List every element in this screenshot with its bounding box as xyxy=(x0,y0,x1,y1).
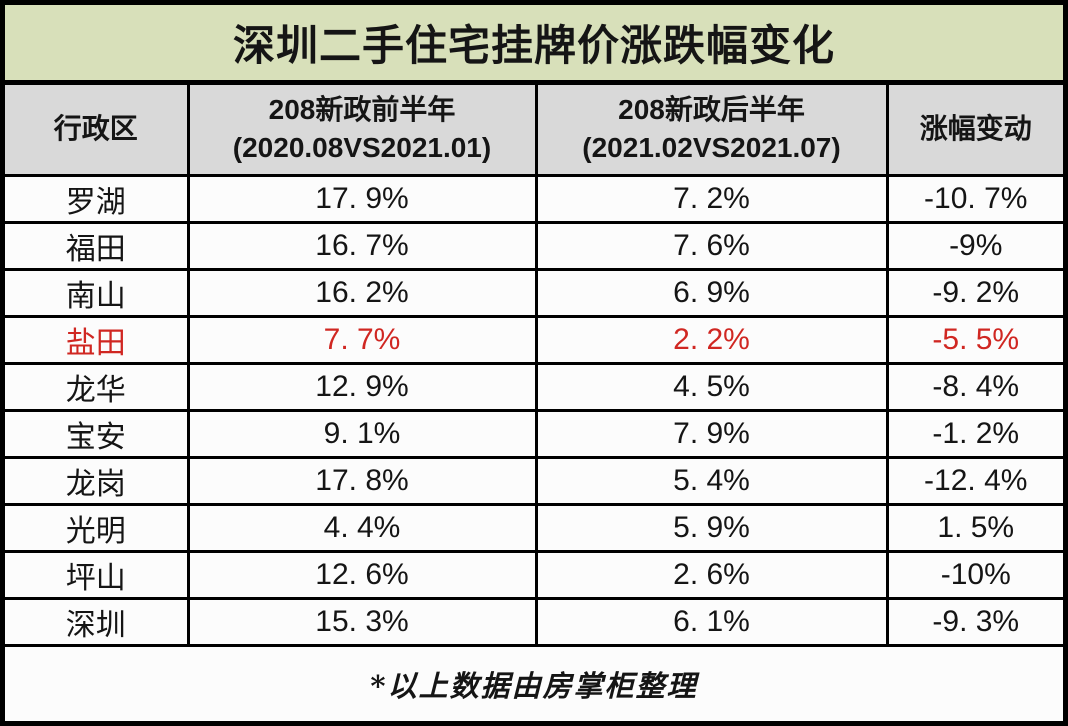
data-source-note: *以上数据由房掌柜整理 xyxy=(5,646,1063,721)
table-row-futian: 福田 16. 7% 7. 6% -9% xyxy=(5,220,1063,271)
before-cell: 17. 9% xyxy=(186,173,538,224)
after-cell: 6. 9% xyxy=(534,267,889,318)
col-header-before-line1: 208新政前半年 xyxy=(268,94,456,126)
before-cell: 15. 3% xyxy=(186,596,538,647)
district-cell: 光明 xyxy=(5,502,190,553)
after-cell: 2. 2% xyxy=(534,314,889,365)
col-header-before-policy: 208新政前半年 (2020.08VS2021.01) xyxy=(186,85,538,177)
change-cell: -10. 7% xyxy=(885,173,1063,224)
page-title: 深圳二手住宅挂牌价涨跌幅变化 xyxy=(5,5,1063,85)
district-cell: 深圳 xyxy=(5,596,190,647)
table-row-pingshan: 坪山 12. 6% 2. 6% -10% xyxy=(5,549,1063,600)
col-header-district: 行政区 xyxy=(5,85,190,177)
table-row-longhua: 龙华 12. 9% 4. 5% -8. 4% xyxy=(5,361,1063,412)
after-cell: 7. 6% xyxy=(534,220,889,271)
change-cell: -9% xyxy=(885,220,1063,271)
change-cell: -1. 2% xyxy=(885,408,1063,459)
col-header-before-line2: (2020.08VS2021.01) xyxy=(232,132,492,164)
price-change-table: 行政区 208新政前半年 (2020.08VS2021.01) 208新政后半年… xyxy=(5,85,1063,647)
change-cell: -9. 2% xyxy=(885,267,1063,318)
change-cell: -12. 4% xyxy=(885,455,1063,506)
before-cell: 17. 8% xyxy=(186,455,538,506)
change-cell: -8. 4% xyxy=(885,361,1063,412)
before-cell: 7. 7% xyxy=(186,314,538,365)
col-header-after-line1: 208新政后半年 xyxy=(618,94,805,126)
table-row-yantian-highlighted: 盐田 7. 7% 2. 2% -5. 5% xyxy=(5,314,1063,365)
table-row-luohu: 罗湖 17. 9% 7. 2% -10. 7% xyxy=(5,173,1063,224)
col-header-change: 涨幅变动 xyxy=(885,85,1063,177)
change-cell: -5. 5% xyxy=(885,314,1063,365)
table-row-nanshan: 南山 16. 2% 6. 9% -9. 2% xyxy=(5,267,1063,318)
district-cell: 罗湖 xyxy=(5,173,190,224)
change-cell: -9. 3% xyxy=(885,596,1063,647)
district-cell: 坪山 xyxy=(5,549,190,600)
before-cell: 16. 2% xyxy=(186,267,538,318)
after-cell: 5. 9% xyxy=(534,502,889,553)
table-row-guangming: 光明 4. 4% 5. 9% 1. 5% xyxy=(5,502,1063,553)
after-cell: 7. 2% xyxy=(534,173,889,224)
after-cell: 6. 1% xyxy=(534,596,889,647)
col-header-after-line2: (2021.02VS2021.07) xyxy=(582,132,841,164)
district-cell: 南山 xyxy=(5,267,190,318)
district-cell: 福田 xyxy=(5,220,190,271)
district-cell: 龙华 xyxy=(5,361,190,412)
district-cell: 盐田 xyxy=(5,314,190,365)
after-cell: 5. 4% xyxy=(534,455,889,506)
before-cell: 12. 9% xyxy=(186,361,538,412)
after-cell: 7. 9% xyxy=(534,408,889,459)
before-cell: 16. 7% xyxy=(186,220,538,271)
change-cell: -10% xyxy=(885,549,1063,600)
header-row: 行政区 208新政前半年 (2020.08VS2021.01) 208新政后半年… xyxy=(5,85,1063,177)
before-cell: 4. 4% xyxy=(186,502,538,553)
after-cell: 4. 5% xyxy=(534,361,889,412)
district-cell: 宝安 xyxy=(5,408,190,459)
table-row-shenzhen-total: 深圳 15. 3% 6. 1% -9. 3% xyxy=(5,596,1063,647)
before-cell: 12. 6% xyxy=(186,549,538,600)
change-cell: 1. 5% xyxy=(885,502,1063,553)
district-cell: 龙岗 xyxy=(5,455,190,506)
col-header-after-policy: 208新政后半年 (2021.02VS2021.07) xyxy=(534,85,889,177)
after-cell: 2. 6% xyxy=(534,549,889,600)
before-cell: 9. 1% xyxy=(186,408,538,459)
table-row-baoan: 宝安 9. 1% 7. 9% -1. 2% xyxy=(5,408,1063,459)
table-row-longgang: 龙岗 17. 8% 5. 4% -12. 4% xyxy=(5,455,1063,506)
